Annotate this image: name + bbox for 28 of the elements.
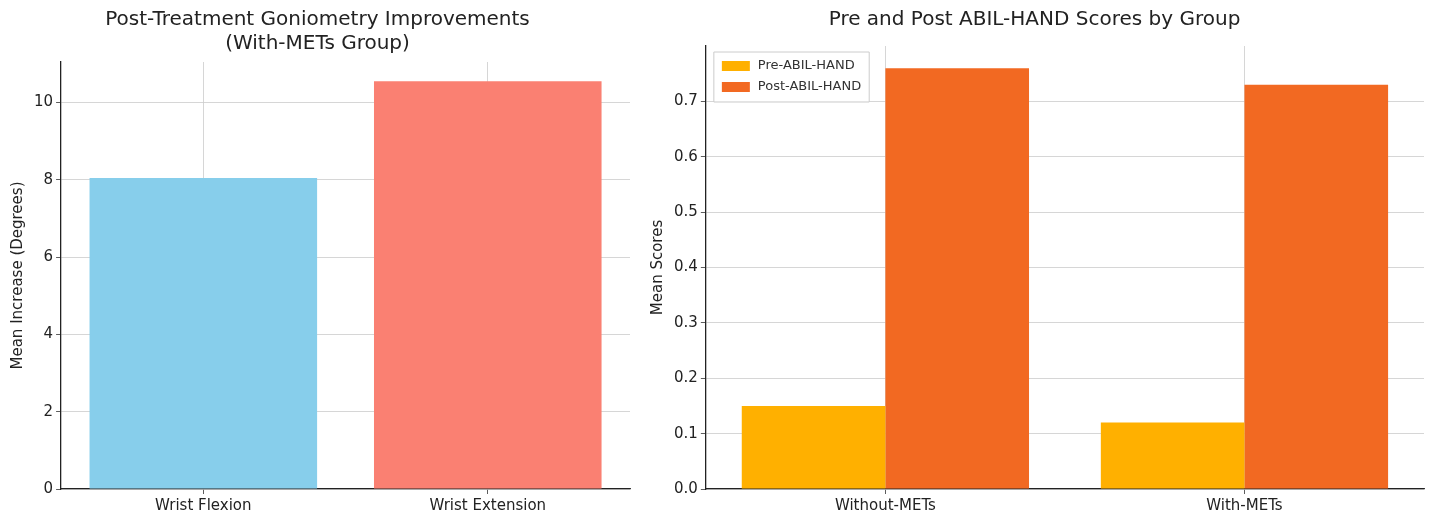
y-tick-label: 0.1 xyxy=(674,423,698,442)
y-tick-label: 0.0 xyxy=(674,478,698,497)
y-tick-label: 2 xyxy=(43,401,54,420)
bar xyxy=(885,68,1030,489)
y-tick-label: 0.6 xyxy=(674,146,698,165)
y-axis-title: Mean Scores xyxy=(647,219,666,316)
chart-title: Pre and Post ABIL-HAND Scores by Group xyxy=(828,6,1241,31)
y-tick-label: 0.7 xyxy=(674,91,698,110)
y-tick-label: 6 xyxy=(43,247,54,266)
y-tick-label: 0 xyxy=(43,478,54,497)
bar xyxy=(1100,422,1245,489)
legend-label: Post-ABIL-HAND xyxy=(757,78,862,94)
y-tick-label: 0.3 xyxy=(674,312,698,331)
y-tick-label: 0.5 xyxy=(674,202,698,221)
y-tick-label: 0.4 xyxy=(674,257,698,276)
y-tick-label: 4 xyxy=(43,324,54,343)
chart-title: Post-Treatment Goniometry Improvements (With-METs Group) xyxy=(105,6,530,55)
x-tick-label: Wrist Flexion xyxy=(155,495,252,514)
bar xyxy=(741,405,886,489)
y-tick-label: 0.2 xyxy=(674,368,698,387)
y-tick-label: 10 xyxy=(33,92,54,111)
bar xyxy=(1244,84,1389,489)
x-tick-label: Without-METs xyxy=(834,495,937,514)
y-axis-title: Mean Increase (Degrees) xyxy=(7,181,26,370)
x-tick-label: With-METs xyxy=(1206,495,1283,514)
legend-label: Pre-ABIL-HAND xyxy=(757,57,855,73)
x-tick-label: Wrist Extension xyxy=(429,495,547,514)
y-tick-label: 8 xyxy=(43,169,54,188)
